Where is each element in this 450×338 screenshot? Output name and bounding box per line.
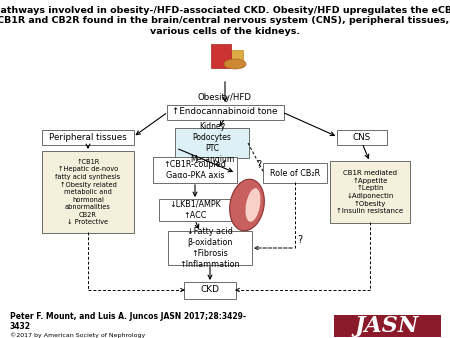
FancyBboxPatch shape bbox=[263, 163, 327, 183]
Text: ↓LKB1/AMPK
↑ACC: ↓LKB1/AMPK ↑ACC bbox=[169, 200, 221, 220]
FancyBboxPatch shape bbox=[175, 128, 249, 158]
Text: Obesity/HFD: Obesity/HFD bbox=[198, 93, 252, 102]
Text: ↓Fatty acid
β-oxidation
↑Fibrosis
↑Inflammation: ↓Fatty acid β-oxidation ↑Fibrosis ↑Infla… bbox=[180, 227, 240, 269]
FancyBboxPatch shape bbox=[330, 161, 410, 223]
Text: JASN: JASN bbox=[355, 315, 419, 337]
FancyBboxPatch shape bbox=[42, 129, 134, 145]
Text: Peripheral tissues: Peripheral tissues bbox=[49, 132, 127, 142]
Ellipse shape bbox=[230, 179, 264, 231]
FancyBboxPatch shape bbox=[153, 157, 237, 183]
Text: ↑CB1R
↑Hepatic de-novo
fatty acid synthesis
↑Obesity related
metabolic and
hormo: ↑CB1R ↑Hepatic de-novo fatty acid synthe… bbox=[55, 159, 121, 225]
Ellipse shape bbox=[246, 188, 261, 222]
FancyBboxPatch shape bbox=[184, 282, 236, 298]
FancyBboxPatch shape bbox=[168, 231, 252, 265]
FancyBboxPatch shape bbox=[159, 199, 231, 221]
Ellipse shape bbox=[224, 59, 246, 69]
FancyBboxPatch shape bbox=[334, 315, 441, 337]
Text: ?: ? bbox=[297, 235, 302, 245]
FancyBboxPatch shape bbox=[211, 44, 231, 68]
FancyBboxPatch shape bbox=[337, 129, 387, 145]
Text: eCB pathways involved in obesity-/HFD-associated CKD. Obesity/HFD upregulates th: eCB pathways involved in obesity-/HFD-as… bbox=[0, 6, 450, 36]
Text: Peter F. Mount, and Luis A. Juncos JASN 2017;28:3429-
3432: Peter F. Mount, and Luis A. Juncos JASN … bbox=[10, 312, 246, 331]
FancyBboxPatch shape bbox=[42, 151, 134, 233]
Text: Kidney
Podocytes
PTC
Mesangium: Kidney Podocytes PTC Mesangium bbox=[190, 122, 234, 164]
Text: ?: ? bbox=[256, 160, 261, 170]
Text: CB1R mediated
↑Appetite
↑Leptin
↓Adiponectin
↑Obesity
↑Insulin resistance: CB1R mediated ↑Appetite ↑Leptin ↓Adipone… bbox=[337, 170, 404, 214]
FancyBboxPatch shape bbox=[230, 49, 243, 67]
Text: ↑Endocannabinoid tone: ↑Endocannabinoid tone bbox=[172, 107, 278, 117]
Text: ©2017 by American Society of Nephrology: ©2017 by American Society of Nephrology bbox=[10, 332, 145, 338]
FancyBboxPatch shape bbox=[166, 104, 284, 120]
Text: ↑CB1R-coupled
Gaαo-PKA axis: ↑CB1R-coupled Gaαo-PKA axis bbox=[163, 160, 226, 180]
Text: CNS: CNS bbox=[353, 132, 371, 142]
Text: CKD: CKD bbox=[201, 286, 220, 294]
Text: Role of CB₂R: Role of CB₂R bbox=[270, 169, 320, 177]
